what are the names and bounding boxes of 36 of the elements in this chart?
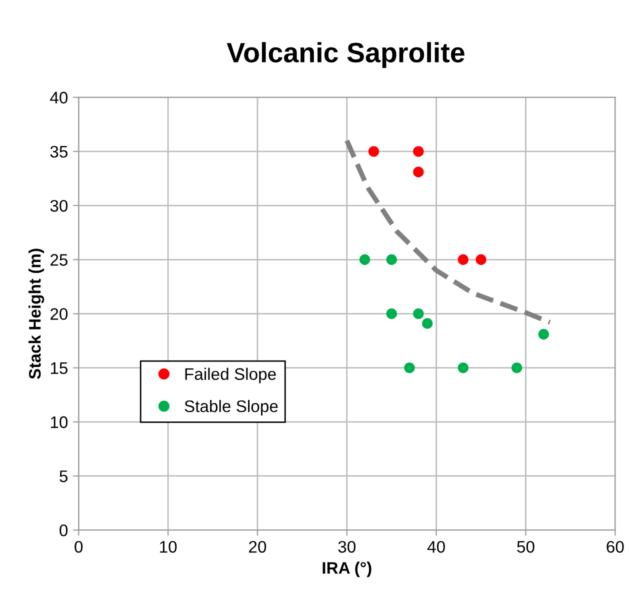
x-tick-label: 30: [338, 540, 356, 553]
x-tick-label: 10: [160, 540, 177, 553]
point: [538, 328, 549, 340]
point: [476, 254, 486, 265]
y-tick-label: 40: [50, 92, 68, 104]
point: [386, 308, 397, 320]
x-tick-label: 60: [606, 540, 624, 553]
point: [368, 146, 380, 157]
legend-label: Stable Slope: [184, 400, 278, 416]
y-tick-label: 10: [50, 416, 68, 428]
point: [413, 146, 424, 157]
line-series: [344, 138, 552, 325]
y-tick-label: 0: [60, 524, 68, 536]
y-tick-label: 5: [60, 470, 68, 482]
point: [458, 362, 468, 374]
point: [359, 254, 370, 265]
point: [511, 362, 522, 374]
y-tick-label: 35: [50, 146, 68, 158]
y-axis-title: Stack Height (m): [28, 248, 44, 379]
chart-title: Volcanic Saprolite: [226, 42, 464, 68]
point: [413, 166, 424, 178]
point: [386, 254, 397, 265]
y-tick-label: 30: [50, 200, 68, 212]
x-tick-label: 0: [74, 540, 83, 553]
x-tick-label: 40: [427, 540, 445, 553]
point: [404, 362, 415, 374]
x-tick-label: 50: [517, 540, 534, 553]
x-tick-label: 20: [249, 540, 266, 553]
legend-label: Failed Slope: [185, 368, 276, 384]
point: [458, 254, 468, 265]
x-axis-title: IRA (°): [322, 562, 372, 578]
y-tick-label: 25: [50, 254, 68, 266]
y-tick-label: 20: [50, 308, 68, 320]
point: [422, 318, 433, 329]
point: [413, 308, 424, 320]
y-tick-label: 15: [50, 362, 68, 374]
